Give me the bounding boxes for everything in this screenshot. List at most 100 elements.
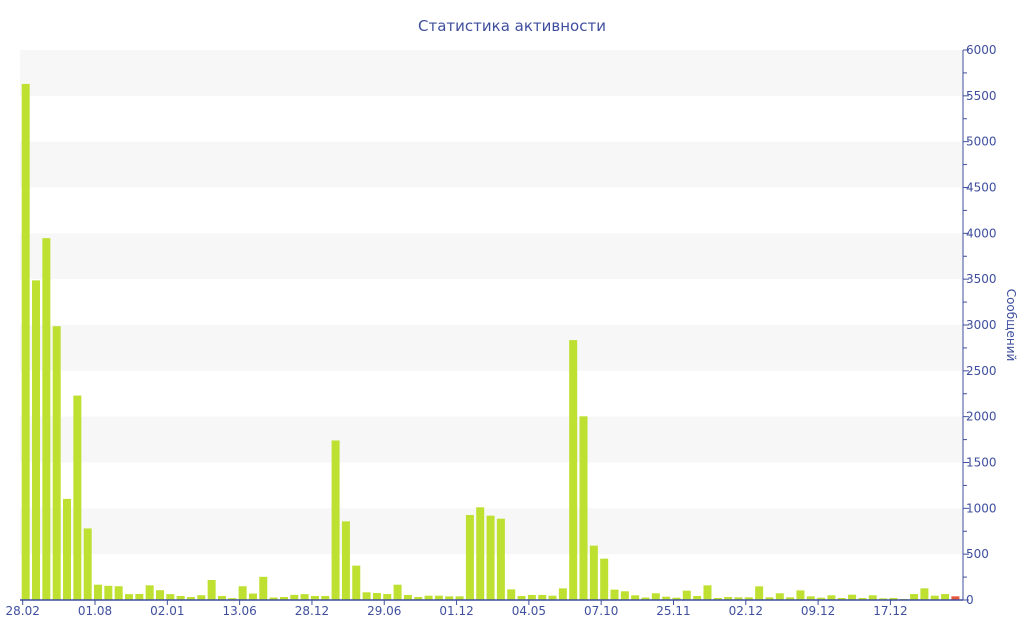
- bar: [724, 596, 733, 600]
- bar: [476, 507, 485, 600]
- bar: [496, 518, 505, 600]
- bar: [775, 593, 784, 600]
- bar: [341, 521, 350, 600]
- bar: [331, 440, 340, 600]
- bar: [42, 238, 51, 601]
- bar: [796, 590, 805, 600]
- bar: [538, 594, 547, 600]
- x-tick-label: 01.08: [78, 604, 112, 618]
- bar: [786, 597, 795, 600]
- bar: [620, 591, 629, 600]
- bar: [393, 584, 402, 600]
- bar: [73, 395, 82, 600]
- bar: [858, 597, 867, 600]
- y-tick-label: 2000: [966, 410, 997, 424]
- bar: [600, 558, 609, 600]
- bar: [641, 597, 650, 600]
- y-tick-label: 3000: [966, 318, 997, 332]
- bar: [517, 595, 526, 600]
- bar: [414, 596, 423, 600]
- bar: [889, 597, 898, 600]
- x-tick-label: 28.12: [295, 604, 329, 618]
- bar: [631, 595, 640, 600]
- bar: [610, 589, 619, 600]
- bar: [372, 593, 381, 600]
- x-axis: 28.02 01.08 02.01 13.06 28.12 29.06 01.12 04.05…: [6, 599, 963, 618]
- bar: [569, 340, 578, 600]
- bar: [94, 584, 103, 600]
- x-tick-label: 28.02: [6, 604, 40, 618]
- bar: [806, 596, 815, 600]
- bar: [910, 594, 919, 600]
- bar: [486, 515, 495, 600]
- bar: [269, 597, 278, 600]
- bar: [879, 598, 888, 600]
- bar: [930, 595, 939, 600]
- bar: [238, 586, 247, 600]
- bar: [248, 593, 257, 600]
- y-tick-label: 5500: [966, 89, 997, 103]
- bar: [662, 596, 671, 600]
- bar: [682, 590, 691, 600]
- bar: [868, 595, 877, 600]
- x-tick-label: 07.10: [584, 604, 618, 618]
- bar: [21, 83, 30, 600]
- bars: [21, 83, 960, 601]
- bar: [279, 596, 288, 600]
- y-tick-label: 2500: [966, 364, 997, 378]
- bar: [135, 593, 144, 600]
- bar: [228, 598, 237, 600]
- bar: [32, 280, 41, 600]
- bar: [217, 595, 226, 600]
- x-tick-label: 29.06: [367, 604, 401, 618]
- bar: [734, 597, 743, 600]
- bar: [548, 595, 557, 600]
- bar: [589, 545, 598, 600]
- bar: [693, 595, 702, 600]
- bar: [455, 596, 464, 600]
- bar: [579, 416, 588, 600]
- grid-bands: [20, 50, 963, 555]
- y-tick-label: 4500: [966, 181, 997, 195]
- bar: [125, 594, 133, 600]
- bar: [434, 595, 443, 600]
- x-tick-label: 01.12: [439, 604, 473, 618]
- bar: [321, 595, 330, 600]
- grid-band: [20, 416, 963, 463]
- bar: [951, 596, 960, 600]
- y-tick-label: 6000: [966, 43, 997, 57]
- bar: [837, 597, 846, 600]
- bar: [197, 595, 206, 600]
- bar: [765, 597, 774, 600]
- bar: [63, 498, 72, 600]
- bar: [83, 528, 92, 600]
- bar: [155, 590, 164, 600]
- bar: [176, 595, 185, 600]
- y-tick-label: 4000: [966, 226, 997, 240]
- bar: [290, 594, 299, 600]
- grid-band: [20, 50, 963, 96]
- x-tick-label: 17.12: [873, 604, 907, 618]
- y-tick-label: 500: [966, 547, 989, 561]
- y-tick-label: 1000: [966, 501, 997, 515]
- bar: [672, 597, 681, 600]
- bar: [166, 594, 175, 600]
- bar: [558, 588, 567, 600]
- bar: [744, 597, 753, 600]
- chart-title: Статистика активности: [418, 17, 606, 35]
- bar: [114, 586, 123, 600]
- grid-band: [20, 233, 963, 280]
- bar: [403, 594, 412, 600]
- y-axis: 0 500 1000 1500 2000 2500 3000 3500 4000 4500 5000…: [962, 43, 997, 607]
- bar: [300, 594, 309, 600]
- bar: [186, 597, 195, 600]
- bar: [817, 597, 826, 600]
- bar: [145, 585, 154, 600]
- x-tick-label: 25.11: [656, 604, 690, 618]
- bar: [259, 576, 268, 600]
- bar: [941, 594, 950, 600]
- bar: [507, 589, 516, 600]
- y-axis-label: Сообщений: [1004, 289, 1018, 362]
- bar: [713, 597, 722, 600]
